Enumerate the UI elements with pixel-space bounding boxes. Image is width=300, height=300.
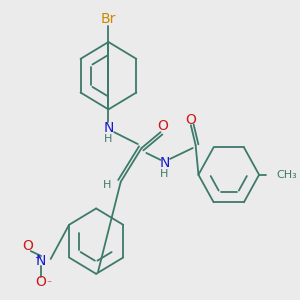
Text: N: N (159, 156, 170, 170)
Text: N: N (36, 254, 46, 268)
Text: +: + (34, 253, 41, 262)
Text: O: O (157, 119, 168, 133)
Text: H: H (160, 169, 169, 179)
Text: ⁻: ⁻ (46, 279, 51, 289)
Text: O: O (22, 239, 33, 253)
Text: N: N (103, 121, 114, 135)
Text: H: H (104, 134, 112, 144)
Text: O: O (36, 275, 46, 289)
Text: H: H (103, 180, 112, 190)
Text: CH₃: CH₃ (276, 170, 297, 180)
Text: Br: Br (101, 12, 116, 26)
Text: O: O (185, 113, 196, 127)
